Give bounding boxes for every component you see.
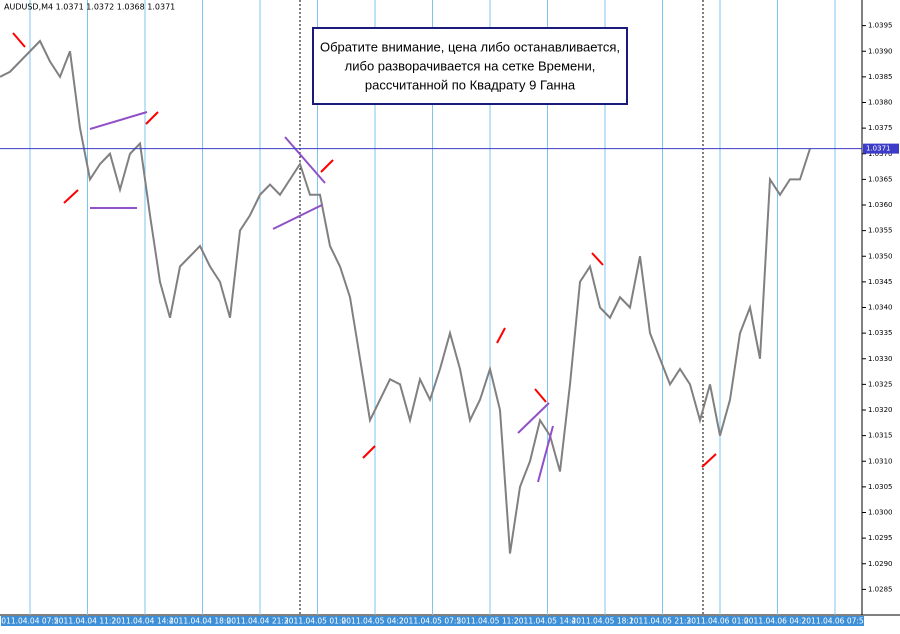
time-label-bg [173, 616, 232, 626]
time-label: 2011.04.04 07:56 [0, 617, 64, 626]
trend-lines [89, 111, 554, 483]
y-tick-label: 1.0395 [868, 22, 893, 30]
time-label-bg [288, 616, 347, 626]
time-label-bg [633, 616, 692, 626]
annotation-line: Обратите внимание, цена либо останавлива… [320, 39, 620, 54]
annotation-line: рассчитанной по Квадрату 9 Ганна [365, 77, 576, 92]
time-label-bg [58, 616, 117, 626]
y-tick-label: 1.0375 [868, 124, 893, 132]
y-tick-label: 1.0330 [868, 355, 893, 363]
y-tick-label: 1.0345 [868, 278, 893, 286]
y-tick-label: 1.0365 [868, 175, 893, 183]
annotation-line: либо разворачивается на сетке Времени, [345, 58, 596, 73]
time-label-bg [403, 616, 462, 626]
y-tick-label: 1.0290 [868, 560, 893, 568]
time-label: 2011.04.05 07:56 [399, 617, 466, 626]
time-label-bg [691, 616, 749, 626]
chart-title: AUDUSD,M4 1.0371 1.0372 1.0368 1.0371 [4, 3, 175, 12]
annotation-box [312, 27, 628, 105]
time-label: 2011.04.05 14:44 [514, 617, 581, 626]
time-label: 2011.04.04 14:44 [112, 617, 179, 626]
current-price-label: 1.0371 [866, 145, 891, 153]
y-tick-label: 1.0295 [868, 534, 893, 542]
time-label-bg [806, 616, 864, 626]
y-tick-label: 1.0310 [868, 457, 893, 465]
time-label-bg [576, 616, 634, 626]
y-tick-label: 1.0350 [868, 252, 893, 260]
time-label: 2011.04.06 01:00 [687, 617, 754, 626]
y-tick-label: 1.0325 [868, 380, 893, 388]
y-tick-label: 1.0370 [868, 150, 893, 158]
time-label: 2011.04.05 18:12 [572, 617, 639, 626]
y-tick-label: 1.0380 [868, 99, 893, 107]
y-tick-label: 1.0360 [868, 201, 893, 209]
time-label: 2011.04.05 01:00 [284, 617, 351, 626]
time-label: 2011.04.05 04:20 [342, 617, 409, 626]
time-label-bg [231, 616, 289, 626]
y-tick-label: 1.0315 [868, 432, 893, 440]
time-label: 2011.04.05 11:20 [457, 617, 524, 626]
y-tick-label: 1.0305 [868, 483, 893, 491]
time-label-bg [116, 616, 174, 626]
time-label-bg [461, 616, 519, 626]
y-tick-label: 1.0335 [868, 329, 893, 337]
arrows [12, 32, 717, 468]
time-label: 2011.04.04 21:32 [227, 617, 294, 626]
y-tick-label: 1.0300 [868, 509, 893, 517]
y-tick-label: 1.0385 [868, 73, 893, 81]
time-label: 2011.04.06 07:56 [802, 617, 869, 626]
y-tick-label: 1.0320 [868, 406, 893, 414]
time-label-bg [748, 616, 807, 626]
y-tick-label: 1.0285 [868, 585, 893, 593]
time-label-bg [518, 616, 577, 626]
time-label-bg [346, 616, 404, 626]
y-tick-label: 1.0355 [868, 227, 893, 235]
time-label-bg [1, 616, 59, 626]
time-label: 2011.04.06 04:20 [744, 617, 811, 626]
time-label: 2011.04.04 18:08 [169, 617, 236, 626]
y-tick-label: 1.0390 [868, 47, 893, 55]
time-label: 2011.04.05 21:36 [629, 617, 696, 626]
y-tick-label: 1.0340 [868, 304, 893, 312]
current-price-bg [863, 143, 899, 154]
time-label: 2011.04.04 11:20 [54, 617, 121, 626]
